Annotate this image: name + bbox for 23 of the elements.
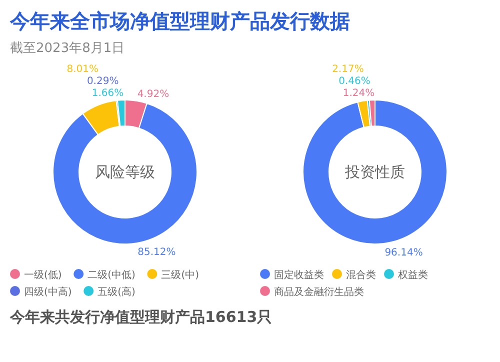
data-label: 1.66%: [92, 88, 124, 100]
legend-label: 固定收益类: [274, 269, 324, 281]
legend-label: 三级(中): [161, 269, 200, 281]
data-label: 0.29%: [86, 76, 119, 88]
text: 今年来全市场净值型理财产品发行数据: [9, 9, 350, 33]
data-label: 96.14%: [384, 247, 423, 258]
data-label: 8.01%: [66, 64, 99, 76]
legend-label: 二级(中低): [88, 269, 136, 281]
legend-label: 四级(中高): [24, 286, 72, 298]
legend-label: 一级(低): [24, 269, 62, 281]
text: 风险等级: [95, 163, 155, 181]
data-label: 1.24%: [342, 88, 375, 100]
data-label: 85.12%: [138, 247, 176, 258]
legend-label: 商品及金融衍生品类: [274, 286, 364, 298]
legend-label: 权益类: [397, 269, 428, 281]
data-label: 2.17%: [332, 64, 364, 76]
text: 今年来共发行净值型理财产品16613只: [9, 308, 272, 326]
text: 截至2023年8月1日: [10, 41, 125, 56]
legend-label: 混合类: [346, 269, 376, 281]
data-label: 0.46%: [338, 76, 370, 88]
data-label: 4.92%: [137, 88, 170, 100]
legend-label: 五级(高): [98, 286, 136, 298]
text: 投资性质: [344, 163, 405, 181]
